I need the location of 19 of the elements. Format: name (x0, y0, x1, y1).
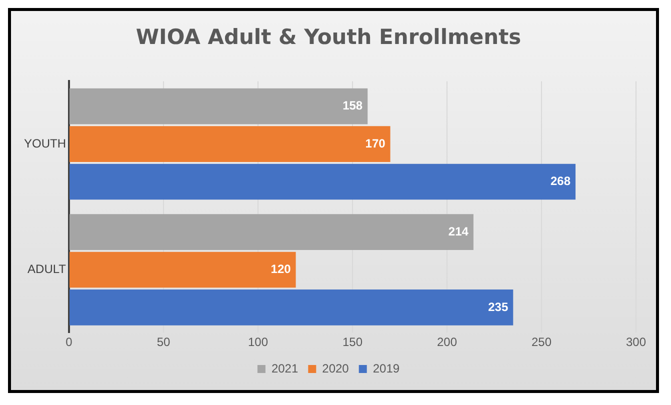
data-label: 170 (365, 136, 386, 150)
data-label: 235 (488, 300, 508, 314)
x-tick-label: 0 (66, 335, 73, 350)
x-tick-label: 50 (156, 335, 170, 350)
data-label: 214 (448, 224, 469, 238)
y-tick-label: ADULT (28, 262, 67, 276)
legend-label: 2020 (322, 361, 350, 376)
x-tick-label: 100 (248, 335, 268, 350)
x-tick-label: 150 (342, 335, 363, 350)
legend-label: 2021 (271, 361, 298, 376)
legend-label: 2019 (372, 361, 400, 376)
x-tick-label: 250 (531, 335, 552, 350)
x-tick-label: 300 (626, 335, 646, 350)
chart-title: WIOA Adult & Youth Enrollments (136, 25, 522, 50)
x-tick-label: 200 (436, 335, 458, 350)
y-tick-label: YOUTH (24, 136, 66, 150)
data-label: 120 (270, 262, 292, 276)
data-label: 268 (550, 174, 571, 188)
data-label: 158 (342, 98, 363, 113)
